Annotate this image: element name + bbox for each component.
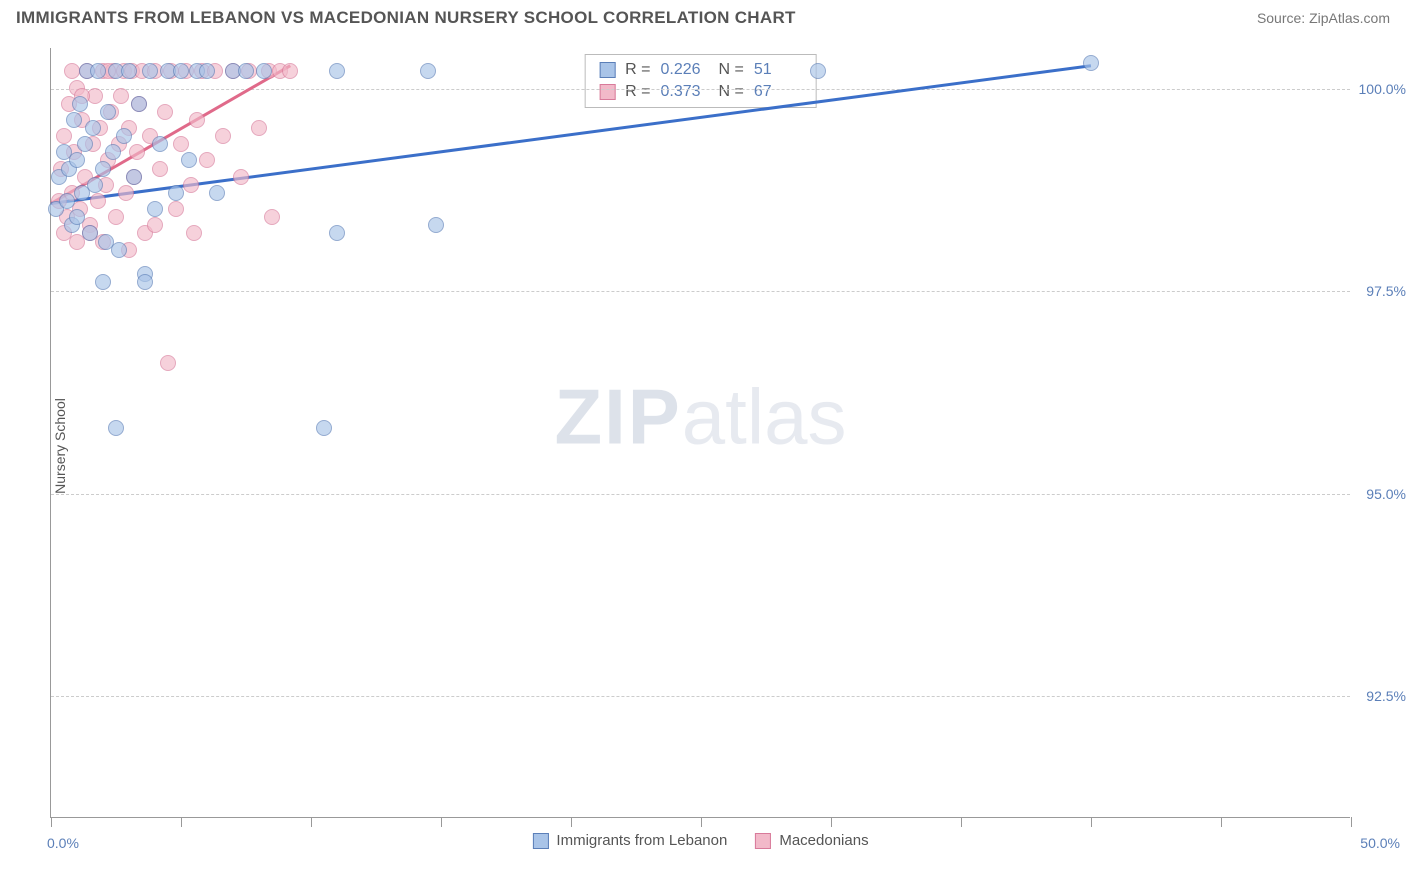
y-tick-label: 97.5% [1366,283,1406,299]
swatch-lebanon-icon [532,833,548,849]
x-tick [571,817,572,827]
macedonian-point [251,120,267,136]
macedonian-point [168,201,184,217]
lebanon-point [147,201,163,217]
gridline [51,696,1350,697]
lebanon-point [95,161,111,177]
macedonian-point [199,152,215,168]
lebanon-point [105,144,121,160]
watermark: ZIPatlas [554,372,846,463]
lebanon-point [82,225,98,241]
lebanon-point [90,63,106,79]
x-tick [51,817,52,827]
x-tick [441,817,442,827]
x-tick [1091,817,1092,827]
macedonian-point [108,209,124,225]
x-tick [1351,817,1352,827]
x-tick [831,817,832,827]
macedonian-point [152,161,168,177]
y-tick-label: 95.0% [1366,486,1406,502]
macedonian-point [173,136,189,152]
macedonian-point [157,104,173,120]
lebanon-point [810,63,826,79]
macedonian-point [215,128,231,144]
swatch-macedonian-icon [599,84,615,100]
swatch-lebanon-icon [599,62,615,78]
lebanon-point [168,185,184,201]
y-tick-label: 100.0% [1359,81,1406,97]
lebanon-point [420,63,436,79]
lebanon-point [77,136,93,152]
x-tick [961,817,962,827]
lebanon-point [66,112,82,128]
lebanon-point [108,420,124,436]
lebanon-point [209,185,225,201]
legend-item-macedonian: Macedonians [755,832,868,849]
trend-line [51,64,1091,204]
macedonian-point [129,144,145,160]
lebanon-point [181,152,197,168]
x-tick [311,817,312,827]
gridline [51,291,1350,292]
macedonian-point [183,177,199,193]
lebanon-point [199,63,215,79]
macedonian-point [189,112,205,128]
bottom-legend: Immigrants from Lebanon Macedonians [532,832,868,849]
lebanon-point [329,225,345,241]
macedonian-point [113,88,129,104]
macedonian-point [282,63,298,79]
x-axis-max-label: 50.0% [1360,835,1400,851]
x-axis-min-label: 0.0% [47,835,79,851]
chart-title: IMMIGRANTS FROM LEBANON VS MACEDONIAN NU… [16,8,796,28]
lebanon-point [329,63,345,79]
lebanon-point [85,120,101,136]
lebanon-point [238,63,254,79]
lebanon-point [137,274,153,290]
lebanon-point [121,63,137,79]
lebanon-point [316,420,332,436]
chart-plot-area: ZIPatlas R = 0.226 N = 51 R = 0.373 N = … [50,48,1350,818]
lebanon-point [72,96,88,112]
x-tick [1221,817,1222,827]
macedonian-point [186,225,202,241]
macedonian-point [64,63,80,79]
lebanon-point [69,209,85,225]
x-tick [701,817,702,827]
lebanon-point [126,169,142,185]
macedonian-point [264,209,280,225]
macedonian-point [90,193,106,209]
swatch-macedonian-icon [755,833,771,849]
lebanon-point [100,104,116,120]
lebanon-point [256,63,272,79]
lebanon-point [69,152,85,168]
title-bar: IMMIGRANTS FROM LEBANON VS MACEDONIAN NU… [0,0,1406,32]
macedonian-point [118,185,134,201]
lebanon-point [87,177,103,193]
gridline [51,494,1350,495]
macedonian-point [147,217,163,233]
y-tick-label: 92.5% [1366,688,1406,704]
lebanon-point [152,136,168,152]
lebanon-point [428,217,444,233]
stats-row-lebanon: R = 0.226 N = 51 [599,59,802,81]
macedonian-point [160,355,176,371]
stats-legend-box: R = 0.226 N = 51 R = 0.373 N = 67 [584,54,817,108]
lebanon-point [142,63,158,79]
lebanon-point [95,274,111,290]
macedonian-point [233,169,249,185]
macedonian-point [56,128,72,144]
stats-row-macedonian: R = 0.373 N = 67 [599,81,802,103]
legend-item-lebanon: Immigrants from Lebanon [532,832,727,849]
source-label: Source: ZipAtlas.com [1257,10,1390,26]
lebanon-point [111,242,127,258]
lebanon-point [116,128,132,144]
lebanon-point [59,193,75,209]
lebanon-point [131,96,147,112]
lebanon-point [1083,55,1099,71]
x-tick [181,817,182,827]
lebanon-point [173,63,189,79]
